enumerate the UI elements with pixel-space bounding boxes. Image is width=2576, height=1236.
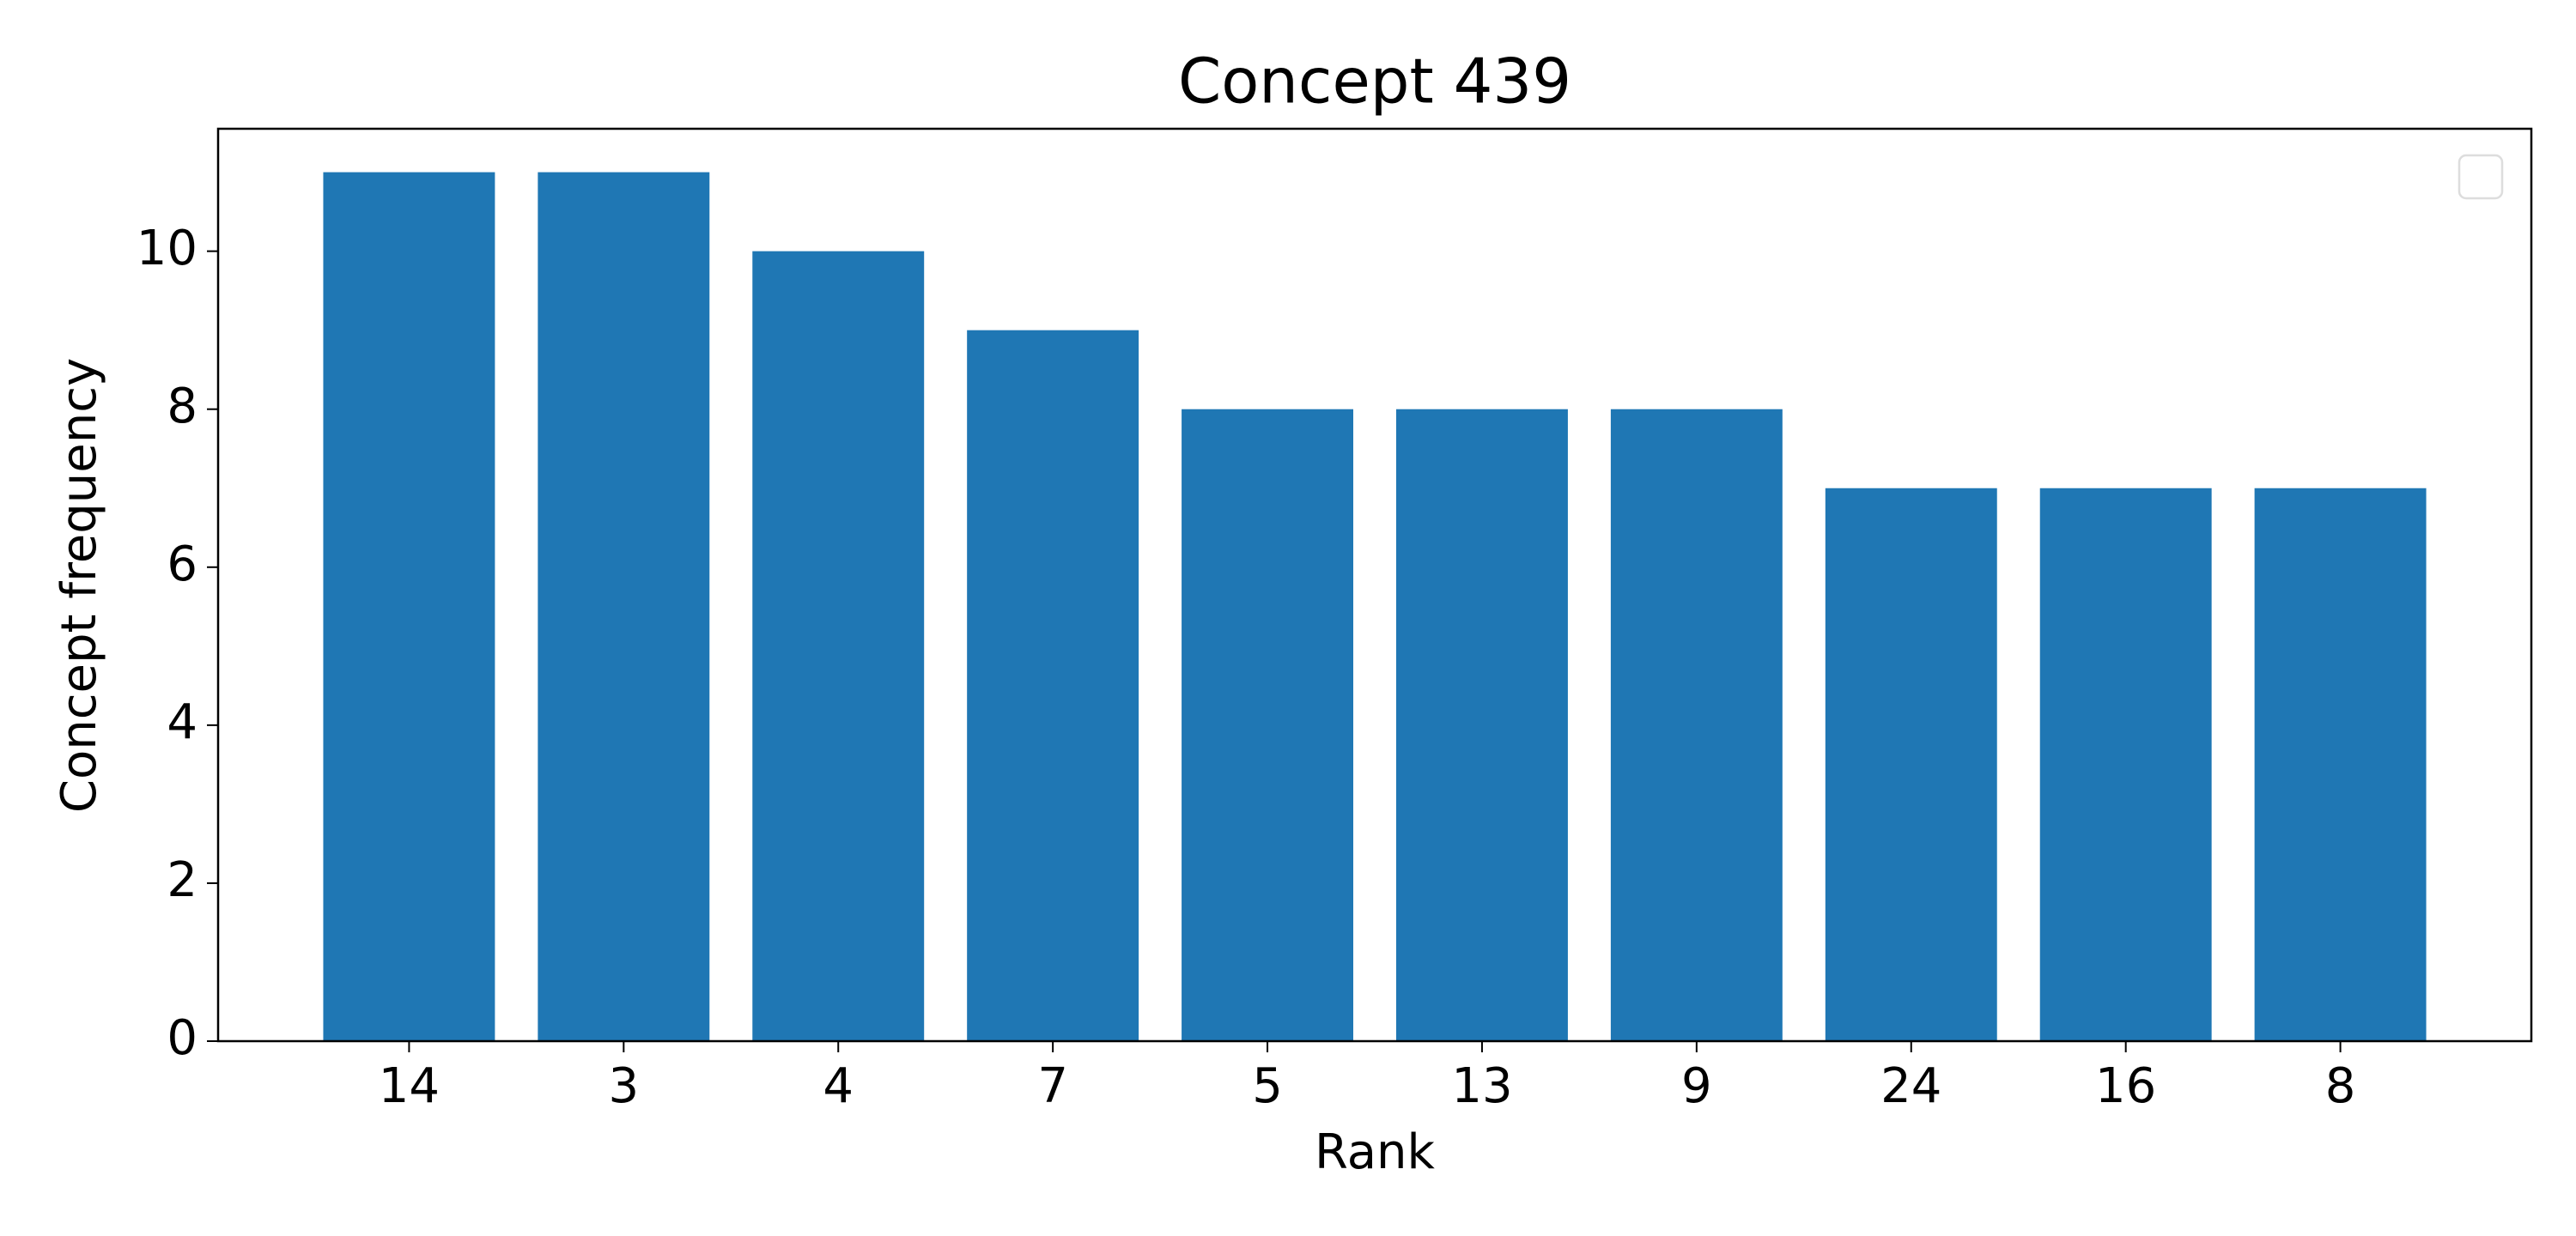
y-tick-label: 0 [167, 1010, 197, 1066]
bar [538, 172, 710, 1042]
x-tick-label: 16 [2095, 1058, 2156, 1114]
x-tick-label: 8 [2325, 1058, 2356, 1114]
legend-box [2458, 154, 2504, 200]
bar [1825, 488, 1997, 1041]
bar [2039, 488, 2212, 1041]
bar [967, 330, 1139, 1041]
x-tick-label: 13 [1451, 1058, 1512, 1114]
y-tick-label: 4 [167, 694, 197, 750]
x-tick-label: 14 [379, 1058, 440, 1114]
y-tick-label: 8 [167, 379, 197, 434]
bar [1395, 409, 1568, 1042]
x-tick-label: 24 [1880, 1058, 1941, 1114]
x-tick-label: 7 [1037, 1058, 1068, 1114]
bar [752, 251, 925, 1041]
y-tick-label: 10 [137, 221, 197, 276]
bar [323, 172, 495, 1042]
bar [1610, 409, 1783, 1042]
bar [1182, 409, 1354, 1042]
y-tick-label: 2 [167, 852, 197, 908]
y-axis-label: Concept frequency [52, 358, 107, 813]
x-tick-label: 4 [823, 1058, 854, 1114]
y-tick-label: 6 [167, 536, 197, 592]
x-tick-label: 5 [1252, 1058, 1283, 1114]
bar [2254, 488, 2427, 1041]
x-tick-label: 9 [1681, 1058, 1712, 1114]
plot-frame [216, 127, 2533, 1043]
x-tick-label: 3 [609, 1058, 640, 1114]
chart-title: Concept 439 [1178, 45, 1571, 118]
x-axis-label: Rank [1315, 1124, 1435, 1180]
